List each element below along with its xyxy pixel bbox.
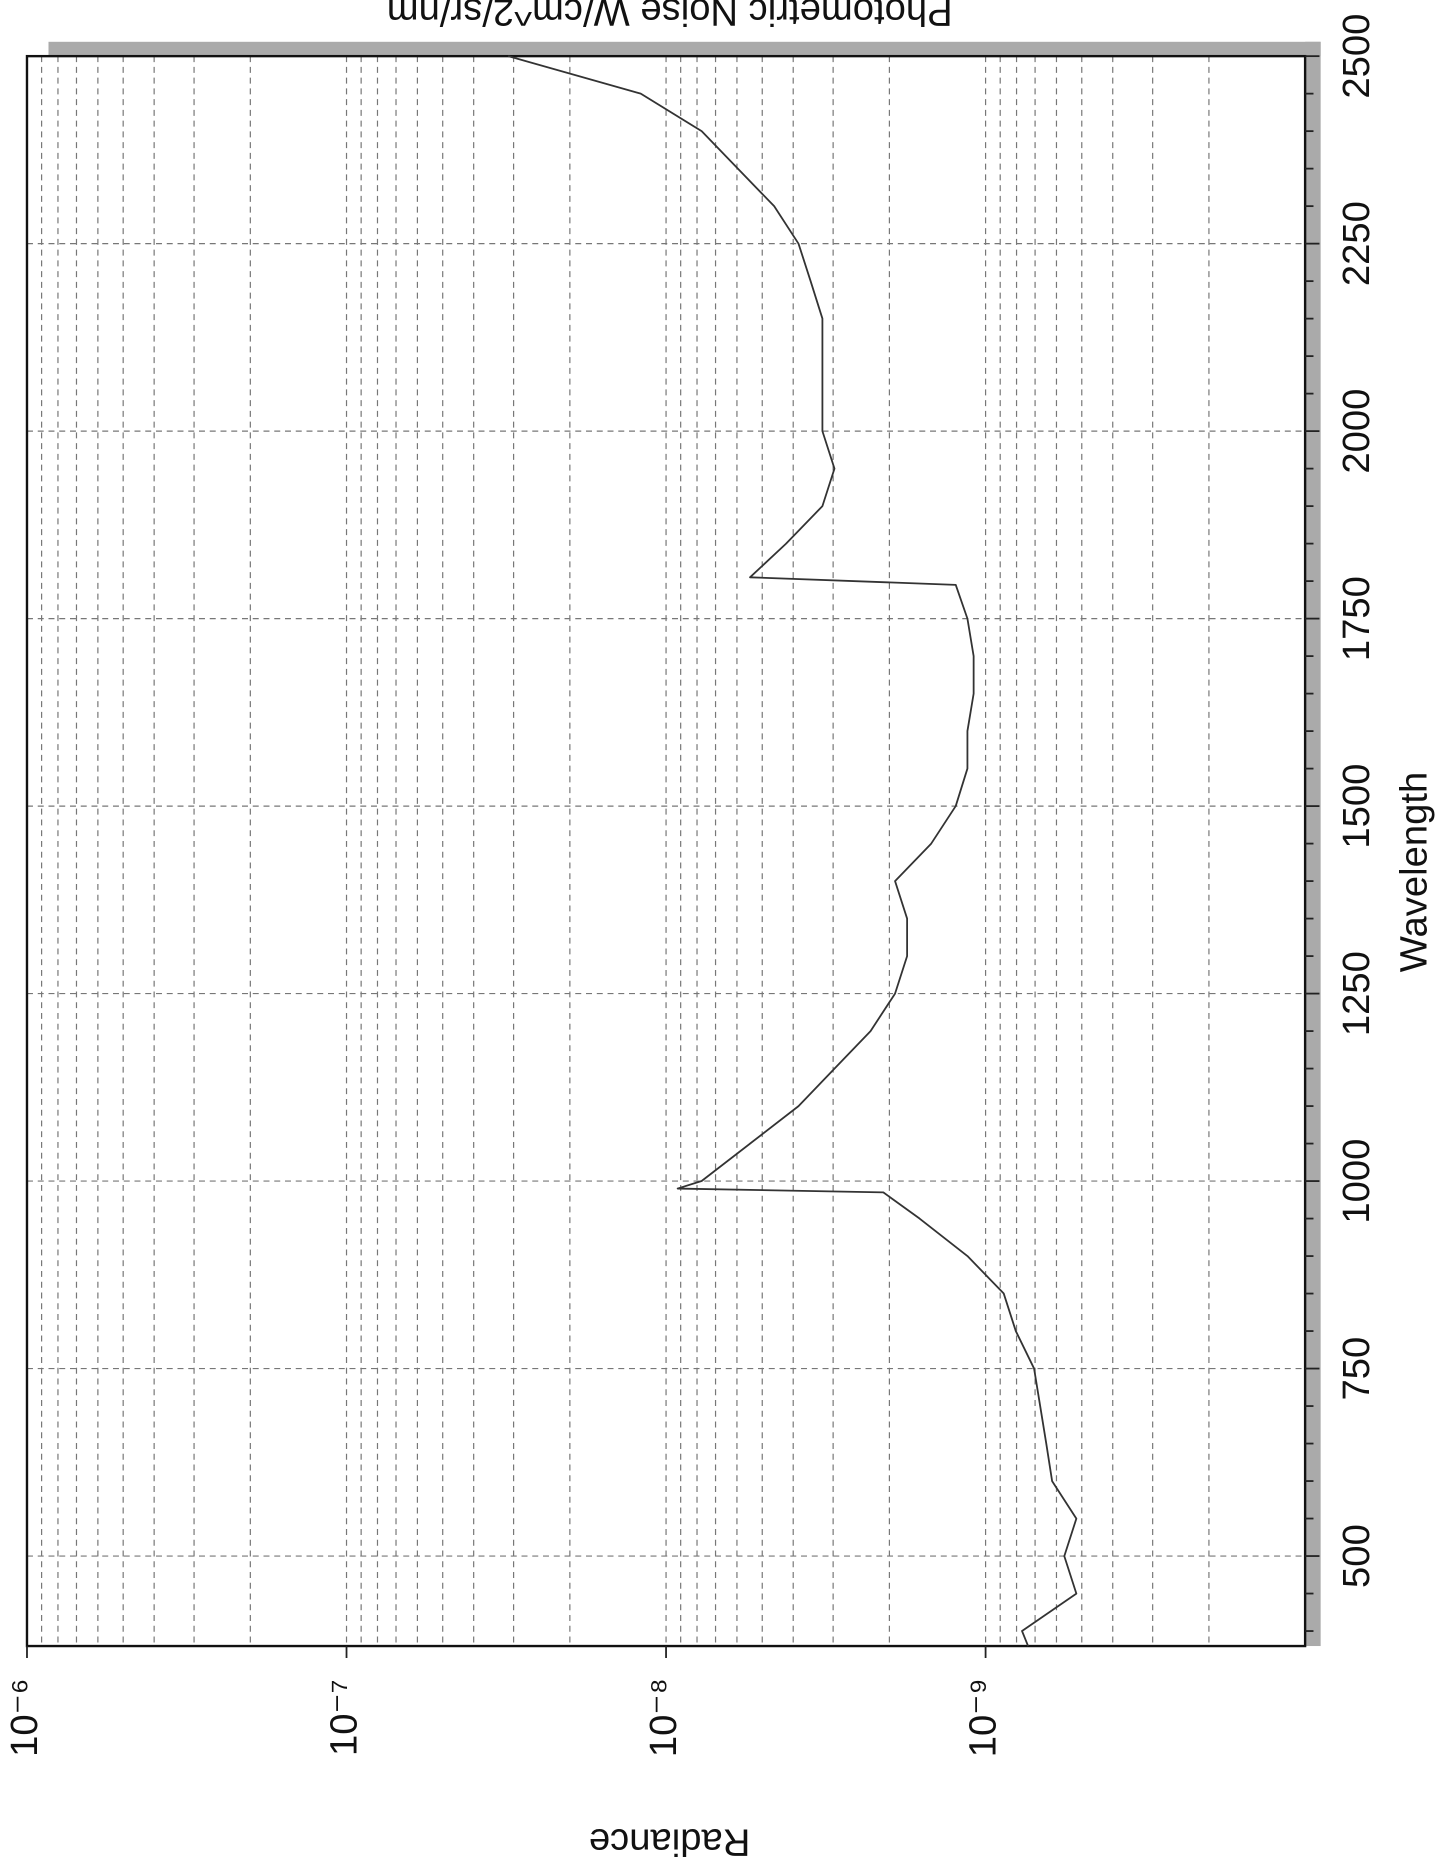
x-axis-label: Wavelength xyxy=(1392,772,1435,972)
x-tick-label: 2000 xyxy=(1335,389,1378,474)
x-tick-label: 1750 xyxy=(1335,576,1378,661)
grid xyxy=(26,55,1306,1647)
y-axis-label: Radiance xyxy=(589,1820,750,1863)
y-tick-label: 10⁻⁶ xyxy=(3,1679,46,1757)
frame-shadow-top xyxy=(48,41,1321,57)
x-tick-label: 2500 xyxy=(1335,14,1378,99)
x-tick-label: 1500 xyxy=(1335,764,1378,849)
x-tick-label: 1000 xyxy=(1335,1139,1378,1224)
chart-title: Photometric Noise W/cm^2/sr/nm xyxy=(387,0,953,33)
x-tick-label: 500 xyxy=(1335,1524,1378,1588)
x-tick-label: 750 xyxy=(1335,1337,1378,1401)
y-tick-label: 10⁻⁷ xyxy=(323,1679,366,1756)
radiance-line xyxy=(507,55,1078,1647)
y-tick-label: 10⁻⁹ xyxy=(962,1678,1005,1757)
x-tick-label: 2250 xyxy=(1335,201,1378,286)
y-tick-label: 10⁻⁸ xyxy=(642,1678,685,1757)
x-tick-label: 1250 xyxy=(1335,951,1378,1036)
